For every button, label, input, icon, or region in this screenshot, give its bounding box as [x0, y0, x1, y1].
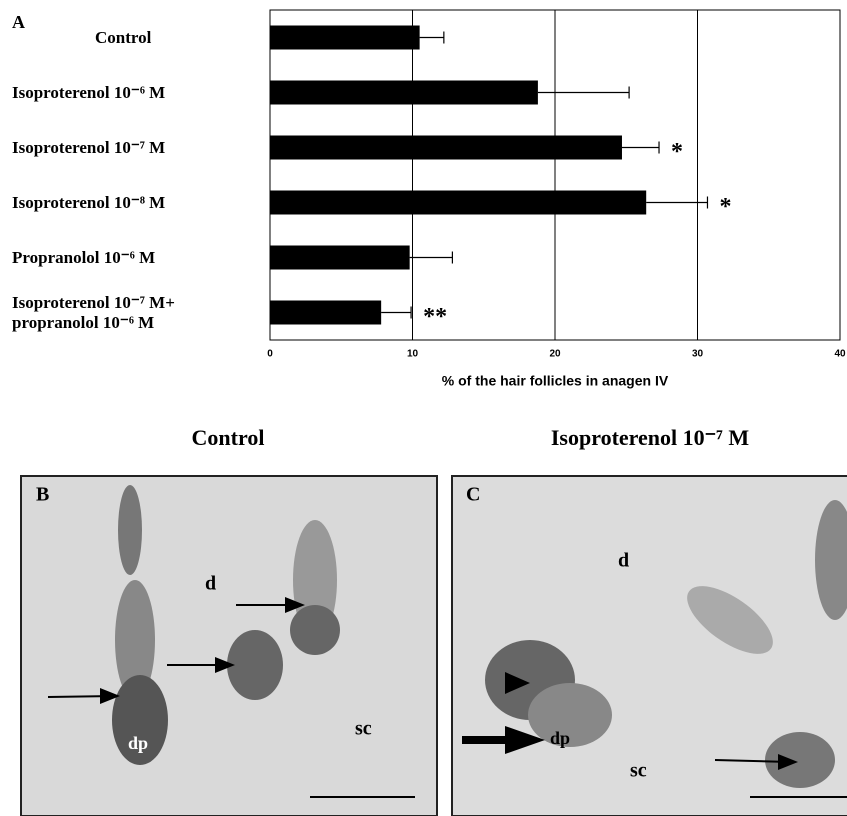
error-bar — [646, 197, 707, 209]
figure: A % of the hair follicles in anagen IV C… — [0, 0, 847, 816]
panel-label: B — [36, 484, 49, 506]
bar — [270, 301, 381, 325]
y-tick-label: Isoproterenol 10⁻⁷ M — [12, 138, 262, 158]
panel-label: C — [466, 484, 480, 506]
bar — [270, 136, 622, 160]
x-tick-label: 30 — [692, 349, 704, 360]
panel-title: Control — [192, 425, 265, 450]
error-bar — [538, 87, 629, 99]
y-tick-label: Control — [95, 28, 345, 48]
x-axis-label: % of the hair follicles in anagen IV — [442, 373, 669, 389]
x-tick-label: 10 — [407, 349, 419, 360]
x-tick-label: 20 — [549, 349, 561, 360]
x-tick-label: 40 — [834, 349, 846, 360]
panel-title: Isoproterenol 10⁻⁷ M — [551, 425, 750, 450]
y-tick-label: Isoproterenol 10⁻⁶ M — [12, 83, 262, 103]
error-bar — [381, 307, 411, 319]
x-tick-label: 0 — [267, 349, 273, 360]
region-label: d — [618, 550, 629, 572]
significance-label: ** — [423, 304, 447, 330]
error-bar — [410, 252, 453, 264]
region-label: sc — [630, 760, 647, 782]
region-label: sc — [355, 718, 372, 740]
panel-label: A — [12, 12, 25, 32]
bar — [270, 81, 538, 105]
y-tick-label: Isoproterenol 10⁻⁷ M+ propranolol 10⁻⁶ M — [12, 293, 262, 333]
bar — [270, 191, 646, 215]
page: A % of the hair follicles in anagen IV C… — [0, 0, 847, 816]
region-label: dp — [550, 728, 570, 748]
region-label: dp — [128, 733, 148, 753]
error-bar — [622, 142, 659, 154]
significance-label: * — [719, 194, 731, 220]
micrograph: B d sc dp — [21, 476, 437, 816]
error-bar — [420, 32, 444, 44]
region-label: d — [205, 573, 216, 595]
significance-label: * — [671, 139, 683, 165]
micrograph: C d sc dp — [452, 476, 847, 816]
y-tick-label: Propranolol 10⁻⁶ M — [12, 248, 262, 268]
bar — [270, 246, 410, 270]
y-tick-label: Isoproterenol 10⁻⁸ M — [12, 193, 262, 213]
